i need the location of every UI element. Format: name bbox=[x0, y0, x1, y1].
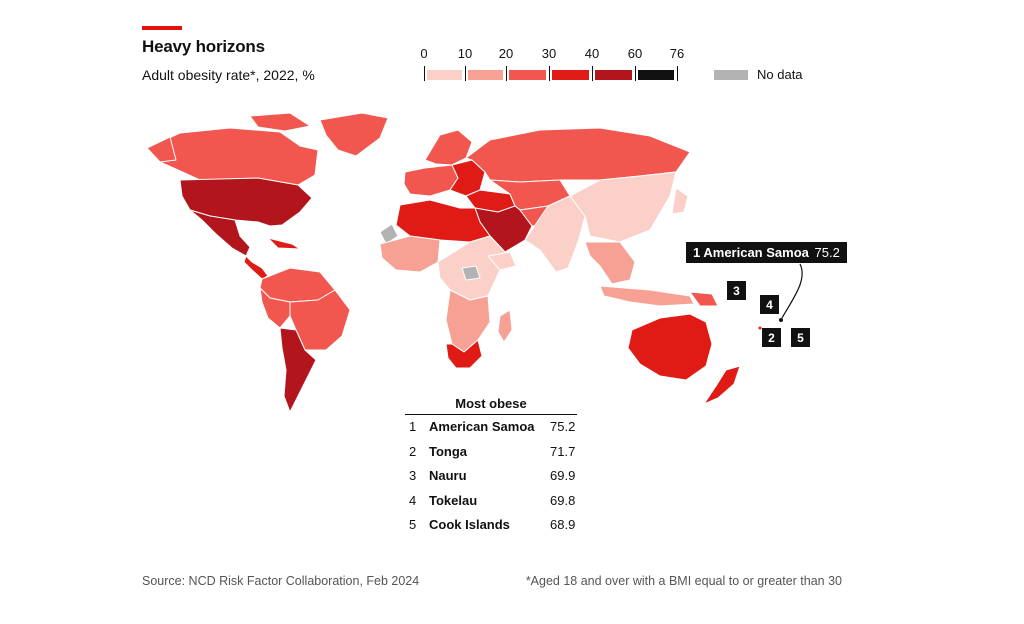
central-america-region bbox=[243, 255, 269, 280]
row-value: 75.2 bbox=[550, 419, 576, 434]
color-legend: 0 10 20 30 40 60 76 bbox=[414, 46, 714, 86]
horn-of-africa-region bbox=[487, 251, 517, 271]
row-country: Tonga bbox=[429, 443, 468, 459]
callout-value: 75.2 bbox=[814, 245, 840, 260]
legend-swatch bbox=[509, 70, 546, 80]
source-note: Source: NCD Risk Factor Collaboration, F… bbox=[142, 574, 420, 588]
west-africa-region bbox=[379, 235, 441, 273]
american-samoa-marker bbox=[779, 318, 783, 322]
legend-tick: 60 bbox=[627, 46, 643, 61]
legend-divider bbox=[506, 66, 507, 81]
footnote: *Aged 18 and over with a BMI equal to or… bbox=[525, 574, 842, 588]
southeast-asia-region bbox=[584, 241, 636, 285]
andes-region bbox=[259, 287, 291, 329]
chart-subtitle: Adult obesity rate*, 2022, % bbox=[142, 67, 315, 83]
legend-tick: 30 bbox=[541, 46, 557, 61]
row-rank: 4 bbox=[409, 492, 417, 508]
row-value: 69.9 bbox=[550, 468, 576, 483]
canada-region bbox=[146, 127, 319, 186]
alaska-region bbox=[146, 136, 177, 163]
table-row: 4 Tokelau 69.8 bbox=[405, 489, 577, 514]
callout-name: American Samoa bbox=[703, 245, 809, 260]
no-data-label: No data bbox=[757, 67, 803, 82]
legend-divider bbox=[465, 66, 466, 81]
south-asia-region bbox=[524, 195, 586, 273]
brazil-region bbox=[289, 289, 351, 351]
southern-africa-region bbox=[445, 289, 491, 353]
legend-swatch bbox=[427, 70, 462, 80]
china-region bbox=[569, 171, 677, 243]
caribbean-region bbox=[267, 237, 301, 250]
south-africa-region bbox=[445, 339, 483, 369]
legend-divider bbox=[635, 66, 636, 81]
row-value: 69.8 bbox=[550, 492, 576, 508]
legend-divider bbox=[549, 66, 550, 81]
scandinavia-region bbox=[424, 129, 473, 166]
indonesia-region bbox=[599, 285, 695, 307]
row-country: American Samoa bbox=[429, 419, 535, 434]
callout-leader-line bbox=[781, 263, 803, 319]
rank-marker-nauru: 3 bbox=[727, 281, 746, 300]
row-rank: 1 bbox=[409, 419, 417, 434]
argentina-region bbox=[279, 327, 317, 413]
western-europe-region bbox=[403, 164, 459, 197]
most-obese-table: Most obese 1 American Samoa 75.2 2 Tonga… bbox=[405, 396, 577, 538]
rank-marker-cook-islands: 5 bbox=[791, 328, 810, 347]
greenland-region bbox=[319, 112, 389, 157]
row-country: Cook Islands bbox=[429, 517, 510, 532]
row-country: Tokelau bbox=[429, 492, 478, 508]
legend-divider bbox=[677, 66, 678, 81]
table-row: 2 Tonga 71.7 bbox=[405, 440, 577, 465]
no-data-swatch bbox=[714, 70, 748, 80]
chart-title: Heavy horizons bbox=[142, 37, 265, 56]
western-sahara-region bbox=[379, 223, 399, 245]
legend-swatch bbox=[638, 70, 674, 80]
madagascar-region bbox=[497, 309, 513, 343]
row-rank: 3 bbox=[409, 468, 417, 483]
row-value: 71.7 bbox=[550, 443, 576, 459]
korea-japan-region bbox=[671, 187, 689, 215]
island-marker bbox=[758, 326, 762, 330]
table-row: 5 Cook Islands 68.9 bbox=[405, 513, 577, 538]
row-value: 68.9 bbox=[550, 517, 576, 532]
rank-marker-tonga: 2 bbox=[762, 328, 781, 347]
papua-new-guinea-region bbox=[689, 291, 719, 307]
table-title: Most obese bbox=[405, 396, 577, 415]
table-row: 3 Nauru 69.9 bbox=[405, 464, 577, 489]
mexico-region bbox=[189, 209, 251, 257]
legend-tick: 20 bbox=[498, 46, 514, 61]
legend-divider bbox=[424, 66, 425, 81]
legend-tick: 0 bbox=[420, 46, 428, 61]
somalia-region bbox=[461, 265, 481, 281]
row-rank: 5 bbox=[409, 517, 417, 532]
legend-divider bbox=[592, 66, 593, 81]
american-samoa-callout: 1 American Samoa 75.2 bbox=[686, 242, 847, 263]
callout-rank: 1 bbox=[693, 245, 701, 260]
accent-bar bbox=[142, 26, 182, 30]
canadian-arctic-region bbox=[249, 112, 311, 132]
row-country: Nauru bbox=[429, 468, 467, 483]
legend-swatch bbox=[552, 70, 589, 80]
legend-swatch bbox=[468, 70, 503, 80]
legend-tick: 10 bbox=[457, 46, 473, 61]
legend-swatch bbox=[595, 70, 632, 80]
legend-tick: 40 bbox=[584, 46, 600, 61]
legend-tick: 76 bbox=[669, 46, 685, 61]
rank-marker-tokelau: 4 bbox=[760, 295, 779, 314]
row-rank: 2 bbox=[409, 443, 417, 459]
australia-region bbox=[627, 313, 713, 381]
new-zealand-region bbox=[703, 365, 741, 405]
table-row: 1 American Samoa 75.2 bbox=[405, 415, 577, 440]
